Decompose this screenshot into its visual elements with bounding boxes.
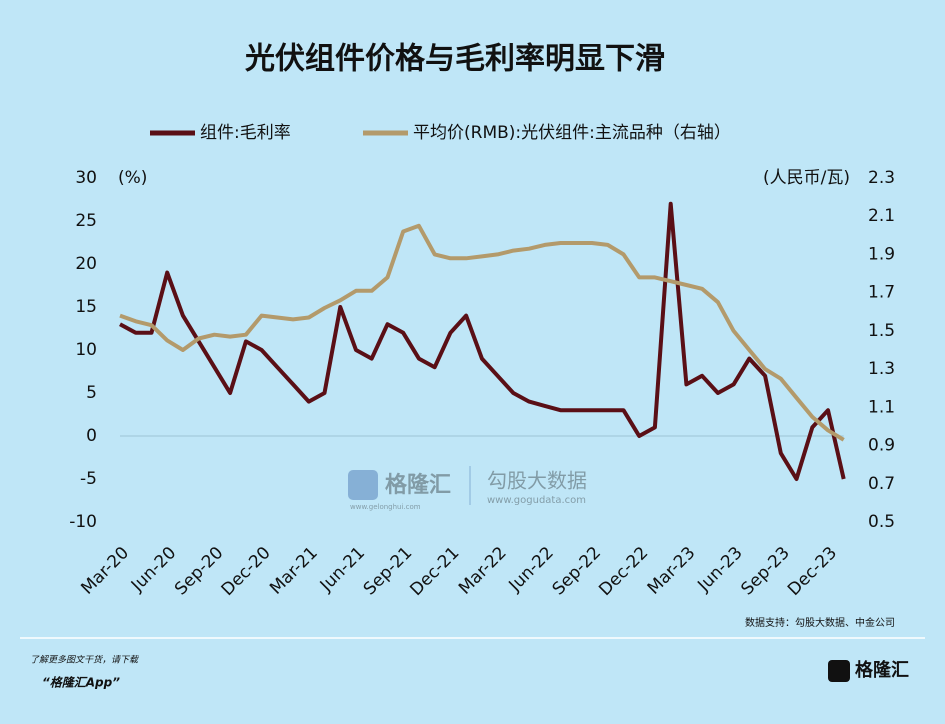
y2-tick-label: 0.7 [868,474,895,494]
y2-tick-label: 1.7 [868,283,895,303]
y-tick-label: 20 [75,254,97,274]
y2-tick-label: 1.1 [868,397,895,417]
y-tick-label: 5 [86,383,97,403]
y2-tick-label: 2.1 [868,206,895,226]
y-tick-label: 25 [75,211,97,231]
series-line [119,201,846,481]
watermark-site: www.gelonghui.com [350,503,421,511]
y2-tick-label: 1.5 [868,321,895,341]
y-tick-label: 30 [75,168,97,188]
chart-title: 光伏组件价格与毛利率明显下滑 [245,42,665,77]
y-tick-label: 10 [75,340,97,360]
series-line [119,223,845,442]
legend-label: 平均价(RMB):光伏组件:主流品种（右轴） [413,123,731,143]
y2-unit: (人民币/瓦) [763,168,850,188]
y-tick-label: 15 [75,297,97,317]
y-tick-label: -10 [69,512,97,532]
y-unit: (%) [118,168,147,188]
y2-tick-label: 1.9 [868,244,895,264]
footer-logo: 格隆汇 [855,659,909,681]
y2-tick-label: 0.5 [868,512,895,532]
footer-logo-icon [828,660,850,682]
y2-tick-label: 2.3 [868,168,895,188]
legend-label: 组件:毛利率 [200,123,291,143]
watermark-data-site: www.gogudata.com [487,495,586,506]
y-tick-label: 0 [86,426,97,446]
promo: 了解更多图文干货，请下载 [30,655,139,666]
watermark-brand: 格隆汇 [385,472,451,498]
watermark-data-brand: 勾股大数据 [487,469,587,493]
watermark: 格隆汇 www.gelonghui.com 勾股大数据 www.gogudata… [348,466,587,511]
y2-tick-label: 1.3 [868,359,895,379]
promo-app: “格隆汇App” [42,676,120,690]
y2-tick-label: 0.9 [868,436,895,456]
source: 数据支持：勾股大数据、中金公司 [745,616,895,629]
y-tick-label: -5 [80,469,97,489]
watermark-logo [348,470,378,500]
